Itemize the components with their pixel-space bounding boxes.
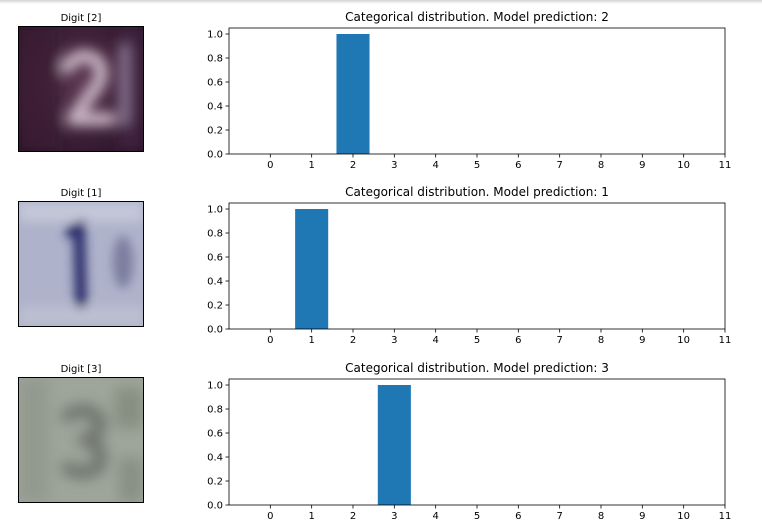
x-tick-label: 4 — [432, 160, 438, 171]
y-tick-label: 0.4 — [207, 277, 223, 288]
x-tick-label: 6 — [515, 335, 521, 346]
x-tick-label: 2 — [350, 335, 356, 346]
chart-title: Categorical distribution. Model predicti… — [345, 185, 609, 199]
x-tick-label: 1 — [308, 160, 314, 171]
panel-row: Digit [2] Categorical distribution. Mode… — [0, 10, 762, 173]
x-tick-label: 6 — [515, 160, 521, 171]
x-tick-label: 10 — [677, 511, 690, 522]
panel-row: Digit [3] Categorical distribution. Mode… — [0, 361, 762, 524]
x-tick-label: 8 — [598, 511, 604, 522]
x-tick-label: 10 — [677, 160, 690, 171]
x-tick-label: 7 — [556, 160, 562, 171]
digit-title: Digit [1] — [60, 188, 102, 199]
x-tick-label: 5 — [474, 160, 480, 171]
digit-title: Digit [2] — [60, 13, 102, 24]
top-edge-shadow — [0, 0, 762, 4]
digit-image — [18, 201, 144, 327]
x-tick-label: 11 — [719, 160, 732, 171]
x-tick-label: 1 — [308, 335, 314, 346]
x-tick-label: 5 — [474, 511, 480, 522]
y-tick-label: 0.6 — [207, 429, 223, 440]
panel-row: Digit [1] Categorical distribution. Mode… — [0, 185, 762, 348]
bar-chart: 0.0 0.2 0.4 0.6 0.8 1.0 0 1 2 3 4 5 6 7 8 9 10 11 — [207, 27, 732, 171]
y-tick-label: 1.0 — [207, 30, 223, 41]
bar-chart: 0.0 0.2 0.4 0.6 0.8 1.0 0 1 2 3 4 5 6 7 8 9 10 11 — [207, 378, 732, 522]
y-tick-label: 0.8 — [207, 405, 223, 416]
x-tick-label: 9 — [639, 160, 645, 171]
x-tick-label: 7 — [556, 335, 562, 346]
bar — [377, 385, 411, 505]
x-tick-label: 2 — [350, 511, 356, 522]
x-tick-label: 0 — [267, 335, 273, 346]
chart-title: Categorical distribution. Model predicti… — [345, 10, 609, 24]
x-tick-label: 0 — [267, 511, 273, 522]
plot-frame — [228, 27, 726, 155]
digit-image — [18, 26, 144, 152]
chart-title: Categorical distribution. Model predicti… — [345, 361, 609, 375]
y-tick-label: 0.6 — [207, 78, 223, 89]
y-tick-label: 1.0 — [207, 205, 223, 216]
x-tick-label: 4 — [432, 511, 438, 522]
digit-title: Digit [3] — [60, 364, 102, 375]
x-tick-label: 6 — [515, 511, 521, 522]
x-tick-label: 11 — [719, 335, 732, 346]
bar — [295, 209, 329, 329]
y-tick-label: 0.2 — [207, 477, 223, 488]
x-tick-label: 8 — [598, 335, 604, 346]
y-tick-label: 0.0 — [207, 325, 223, 336]
bar-chart: 0.0 0.2 0.4 0.6 0.8 1.0 0 1 2 3 4 5 6 7 8 9 10 11 — [207, 202, 732, 346]
x-tick-label: 2 — [350, 160, 356, 171]
x-tick-label: 4 — [432, 335, 438, 346]
y-tick-label: 0.4 — [207, 102, 223, 113]
y-tick-label: 1.0 — [207, 381, 223, 392]
x-tick-label: 9 — [639, 335, 645, 346]
y-tick-label: 0.2 — [207, 301, 223, 312]
y-tick-label: 0.4 — [207, 453, 223, 464]
x-tick-label: 3 — [391, 335, 397, 346]
x-tick-label: 8 — [598, 160, 604, 171]
y-tick-label: 0.6 — [207, 253, 223, 264]
digit-image — [18, 377, 144, 503]
x-tick-label: 1 — [308, 511, 314, 522]
x-tick-label: 3 — [391, 160, 397, 171]
x-tick-label: 5 — [474, 335, 480, 346]
y-tick-label: 0.8 — [207, 54, 223, 65]
y-tick-label: 0.0 — [207, 501, 223, 512]
y-tick-label: 0.8 — [207, 229, 223, 240]
bar — [336, 34, 370, 154]
x-tick-label: 0 — [267, 160, 273, 171]
x-tick-label: 11 — [719, 511, 732, 522]
x-tick-label: 10 — [677, 335, 690, 346]
x-tick-label: 3 — [391, 511, 397, 522]
plot-frame — [228, 378, 726, 506]
x-tick-label: 7 — [556, 511, 562, 522]
y-tick-label: 0.2 — [207, 126, 223, 137]
y-tick-label: 0.0 — [207, 150, 223, 161]
x-tick-label: 9 — [639, 511, 645, 522]
